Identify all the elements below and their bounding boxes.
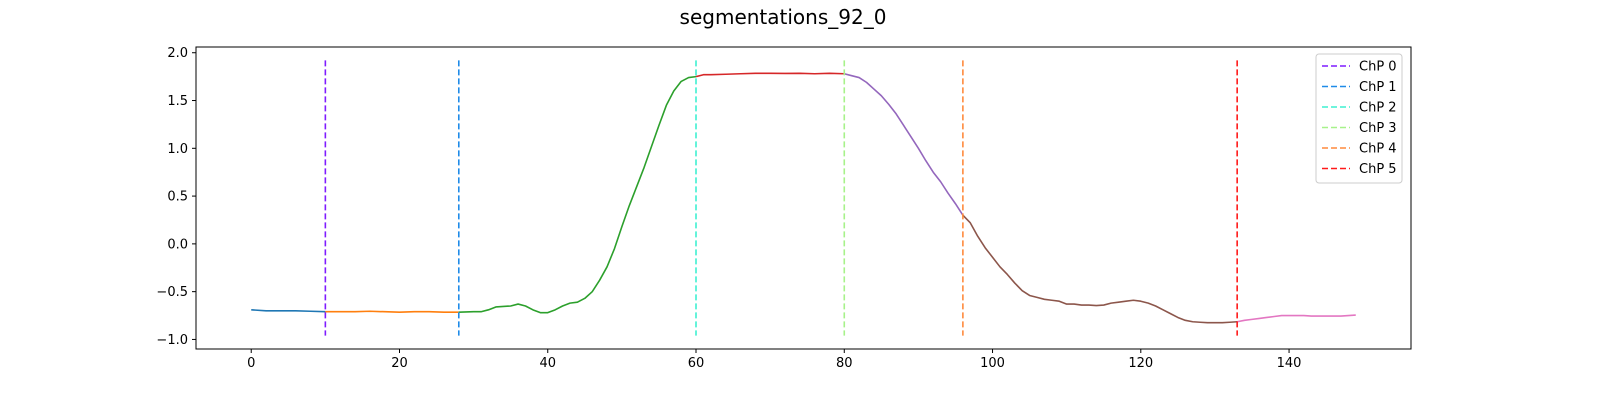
series-segment-2 (458, 75, 697, 314)
axes-frame (195, 46, 1412, 350)
y-axis: −1.0 −0.5 0.0 0.5 1.0 1.5 2.0 (156, 46, 196, 348)
series-segment-5 (962, 214, 1238, 324)
x-tick-label: 100 (980, 356, 1005, 371)
x-tick-label: 0 (247, 356, 255, 371)
x-tick-label: 80 (836, 356, 853, 371)
series-segment-3 (695, 72, 845, 78)
legend-label: ChP 2 (1359, 101, 1397, 116)
y-tick-label: 2.0 (167, 46, 188, 61)
x-tick-label: 60 (688, 356, 705, 371)
legend-label: ChP 5 (1359, 162, 1397, 177)
y-tick-label: 0.0 (167, 237, 188, 252)
chart-title: segmentations_92_0 (680, 5, 887, 29)
legend-label: ChP 1 (1359, 80, 1397, 95)
legend-frame (1315, 53, 1403, 184)
x-tick-label: 120 (1128, 356, 1153, 371)
y-tick-label: −0.5 (156, 285, 188, 300)
legend-label: ChP 0 (1359, 60, 1397, 75)
x-tick-label: 40 (539, 356, 556, 371)
series-segment-4 (844, 72, 964, 216)
y-tick-label: 0.5 (167, 190, 188, 205)
series-segment-1 (325, 310, 459, 314)
y-tick-label: 1.5 (167, 94, 188, 109)
y-tick-label: 1.0 (167, 142, 188, 157)
series-segment-0 (251, 309, 326, 313)
x-tick-label: 20 (391, 356, 408, 371)
legend: ChP 0 ChP 1 ChP 2 ChP 3 ChP 4 ChP 5 (1315, 53, 1403, 184)
plot-area (251, 60, 1356, 336)
x-axis: 0 20 40 60 80 100 120 140 (247, 349, 1301, 371)
x-tick-label: 140 (1277, 356, 1302, 371)
legend-label: ChP 3 (1359, 121, 1397, 136)
series-segment-6 (1237, 314, 1356, 323)
legend-label: ChP 4 (1359, 142, 1397, 157)
y-tick-label: −1.0 (156, 333, 188, 348)
